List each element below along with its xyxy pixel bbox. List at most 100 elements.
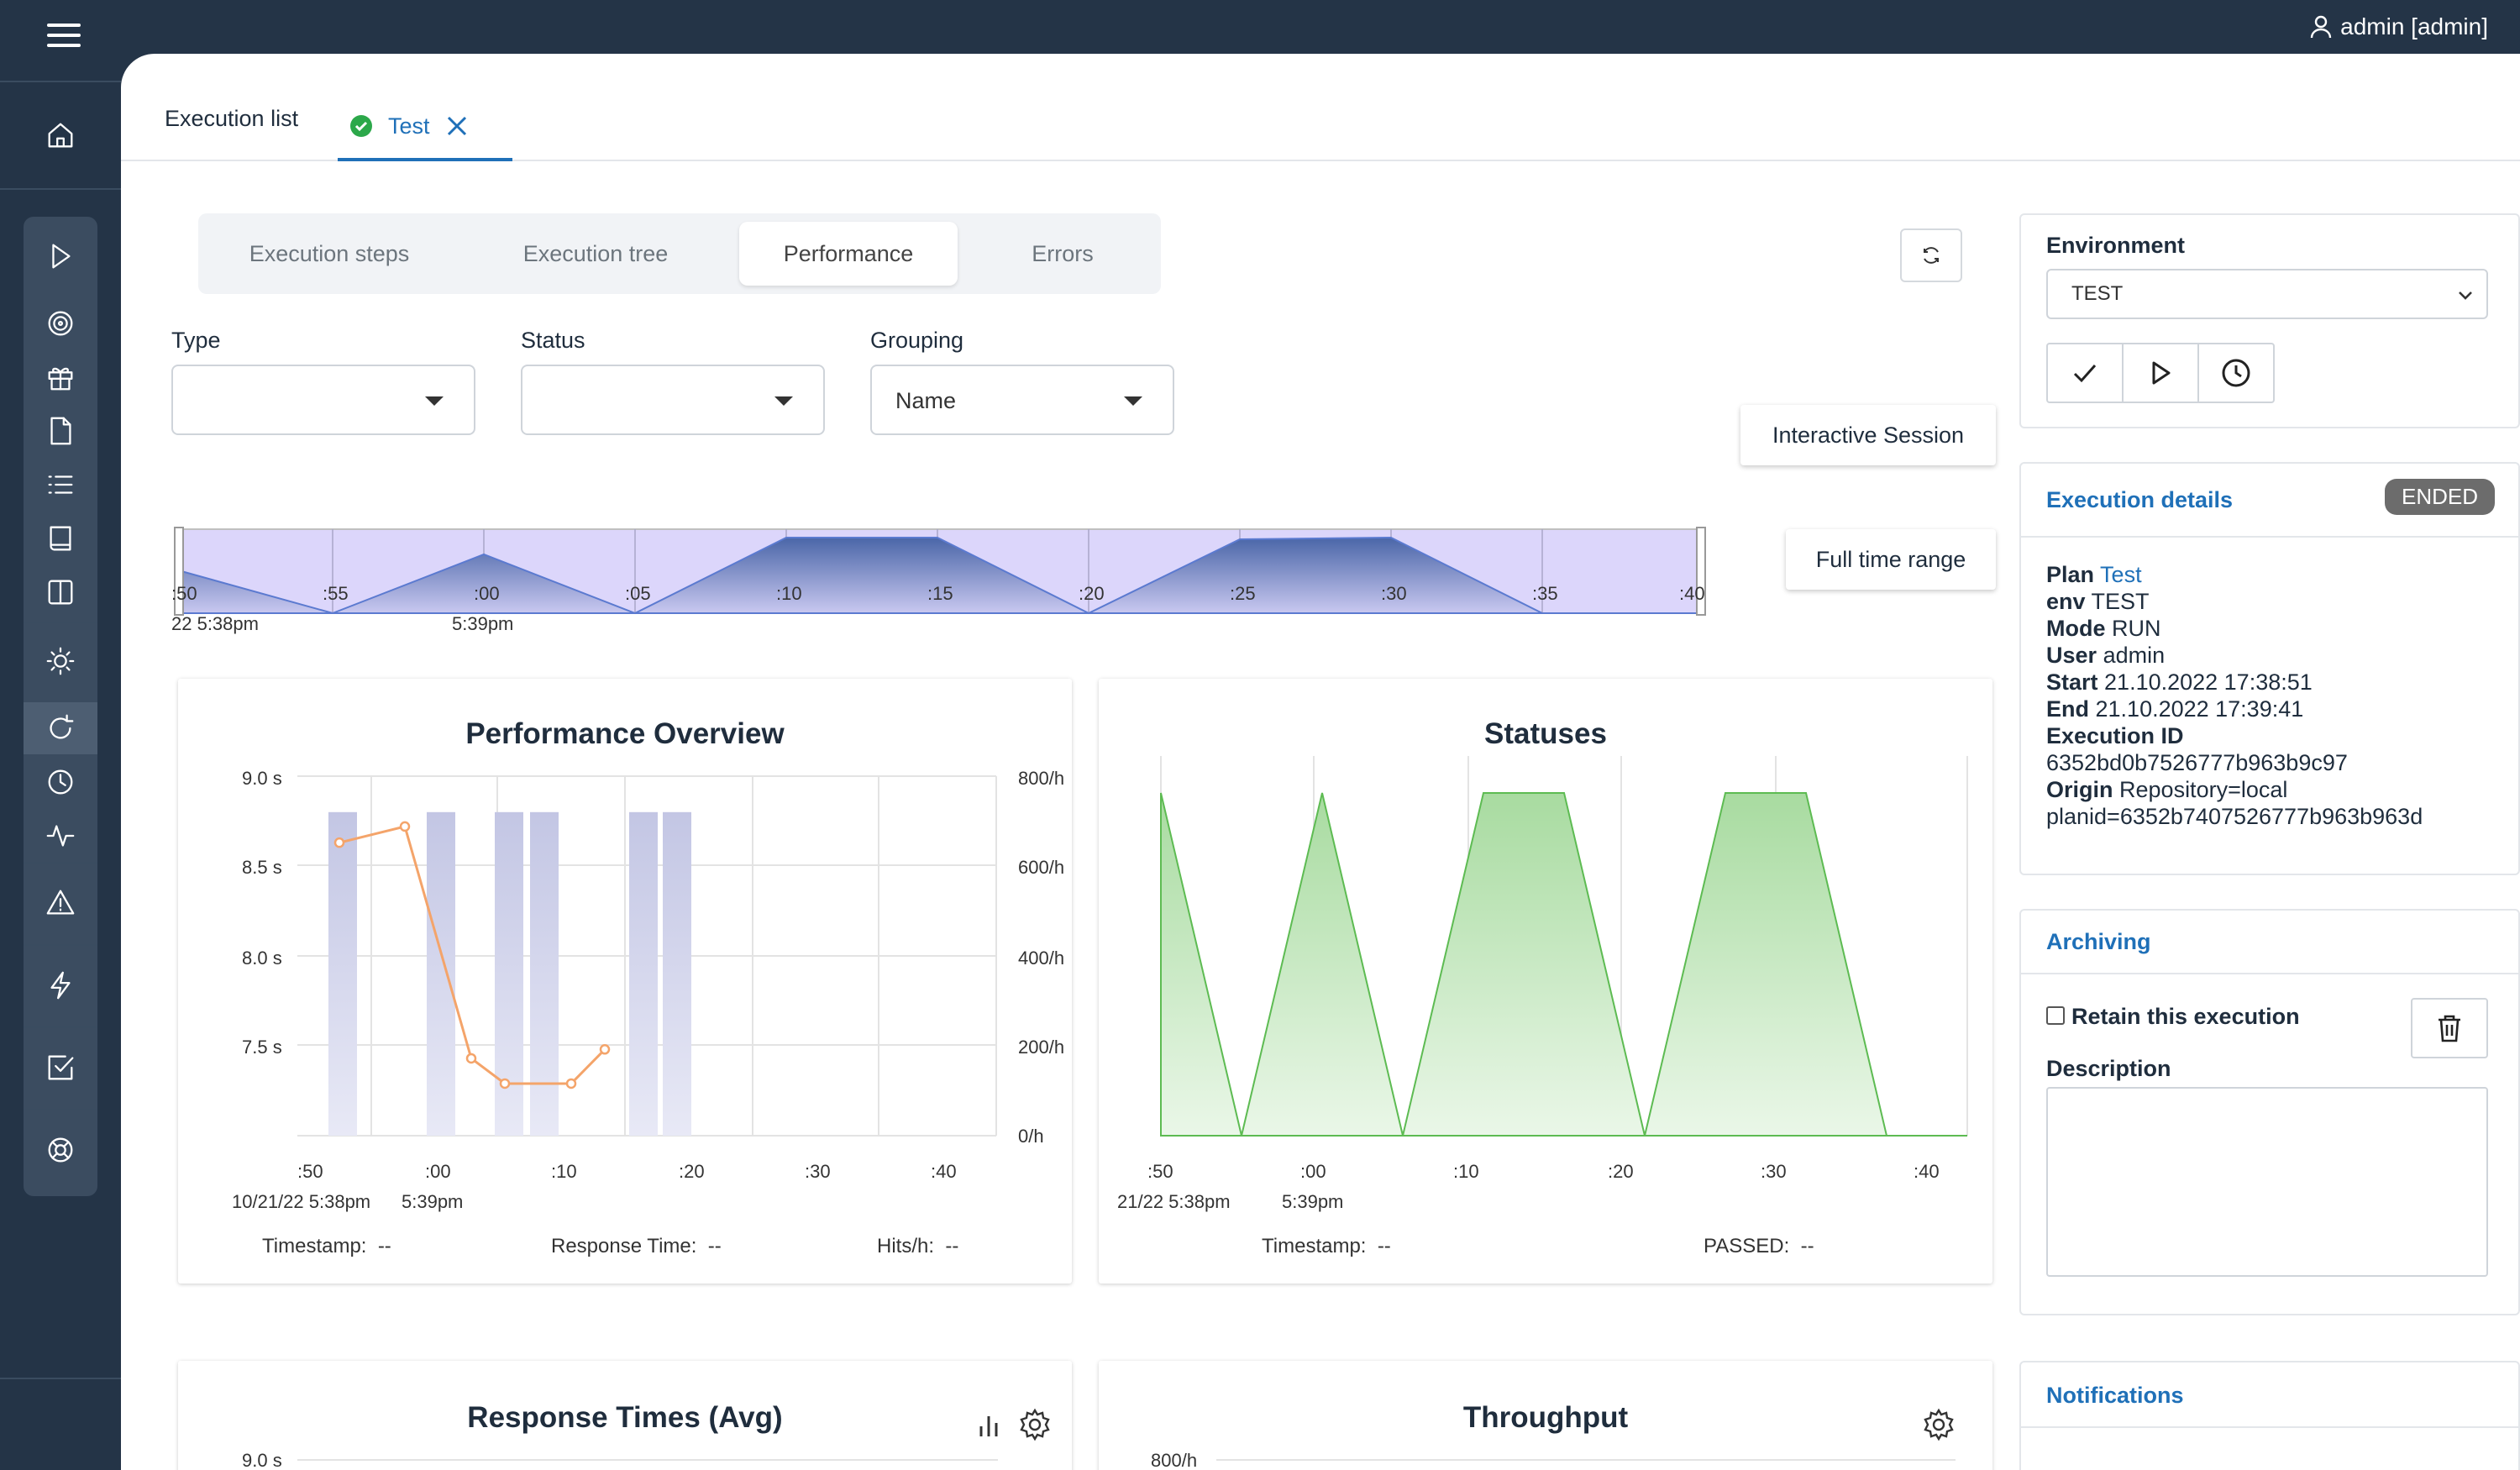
environment-select[interactable]: TEST <box>2046 269 2488 319</box>
x-axis-label: :50 <box>1147 1161 1173 1182</box>
legend-hits: Hits/h: -- <box>877 1235 958 1258</box>
response-time-point[interactable] <box>499 1078 511 1089</box>
y-axis-right-label: 800/h <box>1018 768 1065 789</box>
sidebar-divider <box>24 862 97 864</box>
response-time-point[interactable] <box>565 1078 577 1089</box>
book-icon[interactable] <box>24 512 97 564</box>
warning-icon[interactable] <box>24 877 97 929</box>
archiving-panel: Archiving Retain this execution Descript… <box>2019 909 2520 1315</box>
x-axis-label: :20 <box>1608 1161 1634 1182</box>
hits-bar <box>328 811 357 1136</box>
legend-timestamp: Timestamp: -- <box>1262 1235 1391 1258</box>
detail-origin-plan: planid=6352b7407526777b963b963d <box>2046 804 2423 829</box>
sidebar <box>0 54 121 1470</box>
y-axis-right-label: 400/h <box>1018 948 1065 969</box>
legend-key: Timestamp: <box>1262 1235 1367 1257</box>
lightning-icon[interactable] <box>24 959 97 1011</box>
status-select[interactable] <box>521 365 825 435</box>
detail-origin: Origin Repository=local <box>2046 777 2288 802</box>
y-axis-right-label: 200/h <box>1018 1037 1065 1058</box>
legend-key: PASSED: <box>1704 1235 1790 1257</box>
y-axis-right-label: 600/h <box>1018 857 1065 878</box>
legend-response-time: Response Time: -- <box>551 1235 722 1258</box>
activity-icon[interactable] <box>24 810 97 862</box>
gear-icon[interactable] <box>1922 1408 1956 1441</box>
timeline-range-selector[interactable] <box>173 524 1824 659</box>
legend-key: Hits/h: <box>877 1235 935 1257</box>
tab-execution-steps[interactable]: Execution steps <box>249 241 410 266</box>
detail-user: User admin <box>2046 643 2166 668</box>
archiving-title: Archiving <box>2046 929 2151 954</box>
statuses-chart[interactable] <box>1099 679 1992 1284</box>
card-title: Response Times (Avg) <box>467 1401 783 1434</box>
card-title: Statuses <box>1484 717 1607 750</box>
document-icon[interactable] <box>24 405 97 457</box>
top-bar: admin [admin] <box>0 0 2520 54</box>
tab-bar: Execution list Test <box>121 54 2520 161</box>
environment-select-value: TEST <box>2071 282 2124 305</box>
execution-action-group <box>2046 343 2275 403</box>
menu-icon[interactable] <box>47 24 81 54</box>
schedule-button[interactable] <box>2199 344 2273 402</box>
response-time-point[interactable] <box>399 821 411 832</box>
timeline-tick: :40 <box>1679 583 1705 604</box>
gridline <box>297 1459 998 1461</box>
x-axis-label: :00 <box>425 1161 451 1182</box>
play-icon[interactable] <box>24 230 97 282</box>
type-select[interactable] <box>171 365 475 435</box>
tab-execution-tree[interactable]: Execution tree <box>522 241 669 266</box>
play-icon <box>2152 361 2171 385</box>
gear-icon[interactable] <box>1018 1408 1052 1441</box>
grouping-select[interactable]: Name <box>870 365 1174 435</box>
run-button[interactable] <box>2124 344 2199 402</box>
timeline-tick: :10 <box>776 583 802 604</box>
x-axis-label: :40 <box>1914 1161 1940 1182</box>
bar-chart-icon[interactable] <box>976 1413 1001 1438</box>
list-icon[interactable] <box>24 459 97 511</box>
check-square-icon[interactable] <box>24 1042 97 1094</box>
legend-timestamp: Timestamp: -- <box>262 1235 391 1258</box>
tab-test[interactable]: Test <box>338 97 512 161</box>
columns-icon[interactable] <box>24 566 97 618</box>
performance-overview-chart[interactable] <box>178 679 1072 1284</box>
description-textarea[interactable] <box>2046 1087 2488 1277</box>
delete-button[interactable] <box>2411 998 2488 1058</box>
divider <box>2021 536 2518 538</box>
clock-icon <box>2222 359 2250 387</box>
x-axis-sublabel: 5:39pm <box>402 1191 464 1212</box>
close-icon[interactable] <box>445 114 469 138</box>
retain-checkbox[interactable] <box>2046 1006 2065 1025</box>
tab-errors[interactable]: Errors <box>1032 241 1094 266</box>
lifebuoy-icon[interactable] <box>24 1124 97 1176</box>
plan-link[interactable]: Test <box>2100 562 2142 587</box>
chevron-down-icon <box>1124 396 1142 406</box>
interactive-session-button[interactable]: Interactive Session <box>1740 405 1996 465</box>
full-time-range-button[interactable]: Full time range <box>1786 529 1996 590</box>
timeline-tick: :05 <box>625 583 651 604</box>
throughput-card: Throughput 800/h <box>1099 1361 1992 1470</box>
refresh-button[interactable] <box>1900 228 1962 282</box>
grouping-label: Grouping <box>870 328 964 353</box>
user-menu[interactable]: admin [admin] <box>2310 13 2488 40</box>
environment-label: Environment <box>2046 233 2186 258</box>
refresh-nav-icon[interactable] <box>24 702 97 754</box>
legend-value: -- <box>707 1235 722 1257</box>
sun-icon[interactable] <box>24 635 97 687</box>
tab-execution-list[interactable]: Execution list <box>165 106 299 131</box>
hits-bar <box>495 811 523 1136</box>
check-button[interactable] <box>2048 344 2124 402</box>
detail-end: End 21.10.2022 17:39:41 <box>2046 696 2304 722</box>
sidebar-divider <box>0 1378 121 1379</box>
response-time-point[interactable] <box>465 1053 477 1064</box>
tab-performance[interactable]: Performance <box>739 222 958 286</box>
target-icon[interactable] <box>24 297 97 349</box>
gift-icon[interactable] <box>24 351 97 403</box>
response-time-point[interactable] <box>333 837 345 848</box>
legend-value: -- <box>945 1235 959 1257</box>
sidebar-divider <box>0 81 121 82</box>
gridline <box>1216 1459 1956 1461</box>
response-time-point[interactable] <box>599 1044 611 1055</box>
home-icon[interactable] <box>24 109 97 161</box>
hits-bar <box>629 811 658 1136</box>
clock-icon[interactable] <box>24 756 97 808</box>
